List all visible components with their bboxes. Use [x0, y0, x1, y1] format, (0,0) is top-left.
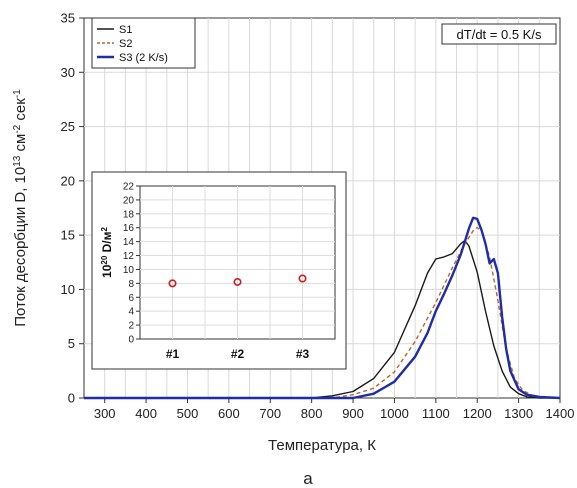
inset-y-tick-label: 22 — [123, 182, 135, 193]
y-axis-title-part3: сек — [12, 98, 29, 125]
x-tick-label: 900 — [342, 406, 364, 421]
inset-categories: #1 #2 #3 — [166, 347, 310, 361]
rate-annotation-box — [441, 23, 557, 45]
x-tick-label: 400 — [135, 406, 157, 421]
legend: S1 S2 S3 (2 K/s) — [91, 17, 196, 69]
x-tick-label: 700 — [259, 406, 281, 421]
inset-y-tick-label: 10 — [123, 265, 135, 276]
rate-annotation-text: dT/dt = 0.5 K/s — [457, 27, 542, 42]
x-tick-label: 800 — [301, 406, 323, 421]
panel-label: a — [303, 469, 313, 488]
inset-y-ticks: 0 2 4 6 8 10 12 14 16 18 20 22 — [123, 182, 140, 346]
inset-y-axis-title: 1020 D/м2 — [100, 226, 115, 277]
y-axis-title: Поток десорбции D, 1013 см-2 сек-1 — [12, 89, 30, 327]
main-series — [84, 216, 561, 400]
legend-label-3: S3 (2 K/s) — [119, 52, 168, 64]
y-tick-label: 15 — [61, 228, 75, 243]
y-tick-label: 20 — [61, 173, 75, 188]
legend-label-2: S2 — [119, 38, 132, 50]
inset-category-label: #1 — [166, 347, 180, 361]
legend-items: S1 S2 S3 (2 K/s) — [97, 24, 168, 64]
y-tick-label: 10 — [61, 282, 75, 297]
inset-point-3 — [298, 274, 307, 283]
x-tick-label: 1300 — [504, 406, 533, 421]
y-tick-label: 5 — [68, 336, 75, 351]
y-tick-label: 30 — [61, 65, 75, 80]
x-tick-label: 600 — [218, 406, 240, 421]
inset-y-axis-title-exp1: 20 — [100, 255, 109, 264]
y-axis-title-part2: см — [12, 134, 29, 156]
inset-point-1 — [168, 279, 177, 288]
series-line-1 — [84, 239, 560, 399]
inset-grid — [140, 186, 335, 339]
rate-annotation: dT/dt = 0.5 K/s — [441, 23, 557, 45]
inset-points — [168, 274, 307, 288]
x-tick-label: 300 — [94, 406, 116, 421]
y-axis-title-exp2: -2 — [12, 124, 23, 133]
inset-y-tick-label: 6 — [128, 293, 134, 304]
main-y-ticks: 0 5 10 15 20 25 30 35 — [61, 11, 84, 406]
series-line-3 — [84, 216, 561, 400]
y-tick-label: 25 — [61, 119, 75, 134]
main-x-ticks: 300 400 500 600 700 800 900 1000 1100 1200 1300 140… — [94, 398, 575, 421]
y-axis-title-exp3: -1 — [12, 89, 23, 98]
inset-y-tick-label: 0 — [128, 335, 134, 346]
inset-y-tick-label: 4 — [128, 307, 134, 318]
y-axis-title-exp1: 13 — [12, 155, 23, 167]
inset-y-tick-label: 18 — [123, 209, 135, 220]
y-tick-label: 35 — [61, 11, 75, 26]
x-tick-label: 1200 — [463, 406, 492, 421]
x-tick-label: 500 — [177, 406, 199, 421]
x-tick-label: 1100 — [422, 406, 450, 421]
inset-y-tick-label: 16 — [123, 223, 135, 234]
inset-y-axis-title-exp2: 2 — [100, 226, 109, 231]
inset-category-label: #3 — [296, 347, 310, 361]
legend-label-1: S1 — [119, 24, 132, 36]
inset-y-axis-title-part1: 10 — [100, 264, 114, 278]
x-tick-label: 1400 — [546, 406, 575, 421]
y-axis-title-part1: Поток десорбции D, 10 — [12, 167, 29, 327]
inset-y-tick-label: 8 — [128, 279, 134, 290]
inset-y-axis-title-part2: D/м — [100, 231, 114, 255]
inset-y-tick-label: 2 — [128, 321, 134, 332]
inset-category-label: #2 — [231, 347, 245, 361]
inset-y-tick-label: 12 — [123, 251, 135, 262]
inset-point-2 — [233, 277, 242, 286]
y-tick-label: 0 — [68, 391, 75, 406]
inset-y-tick-label: 20 — [123, 195, 135, 206]
series-line-2 — [84, 226, 561, 399]
x-axis-title: Температура, К — [268, 437, 376, 454]
inset-y-tick-label: 14 — [123, 237, 135, 248]
x-tick-label: 1000 — [380, 406, 409, 421]
